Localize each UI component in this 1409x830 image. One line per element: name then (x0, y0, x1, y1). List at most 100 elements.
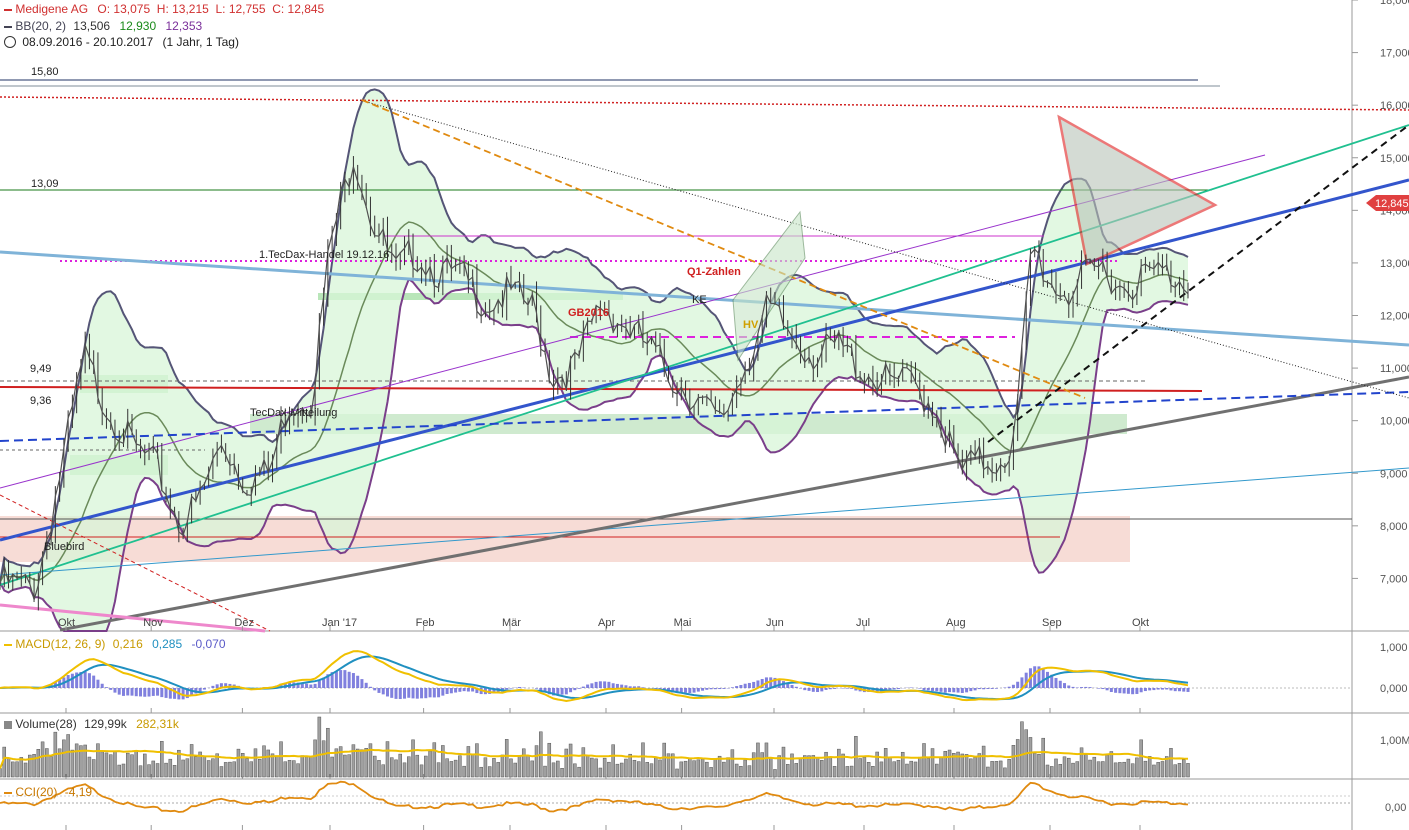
volume-bar (1113, 762, 1118, 778)
volume-bar (1049, 766, 1054, 778)
volume-bar (74, 743, 79, 778)
macd-histogram-bar (454, 688, 458, 693)
macd-histogram-bar (918, 688, 922, 689)
volume-bar (177, 749, 181, 778)
volume-bar (577, 766, 581, 778)
volume-bar (956, 751, 960, 778)
volume-bar (730, 749, 735, 778)
volume-bar (1160, 761, 1165, 778)
volume-bar (1126, 758, 1131, 778)
volume-bar (624, 758, 628, 778)
macd-histogram-bar (760, 678, 764, 688)
volume-bar (108, 754, 113, 778)
macd-histogram-bar (441, 688, 445, 696)
volume-bar (628, 753, 632, 778)
volume-bar (275, 756, 279, 778)
volume-bar (803, 755, 807, 778)
volume-bar (662, 742, 667, 778)
macd-histogram-bar (586, 684, 590, 688)
date-range[interactable]: 08.09.2016 - 20.10.2017 (22, 35, 154, 49)
macd-histogram-bar (437, 688, 441, 698)
volume-label[interactable]: Volume(28) (15, 717, 77, 731)
level-label-949: 9,49 (30, 363, 51, 375)
volume-tick: 1,00M (1380, 735, 1409, 747)
price-tick-label: 12,000 (1380, 311, 1409, 323)
cci-label[interactable]: CCI(20) (15, 785, 58, 799)
volume-bar (270, 753, 275, 778)
macd-histogram-bar (415, 688, 419, 699)
macd-histogram-bar (394, 688, 398, 699)
volume-bar (756, 742, 760, 778)
volume-bar (1152, 764, 1156, 778)
macd-histogram-bar (701, 688, 705, 691)
volume-bar (530, 760, 535, 778)
macd-histogram-bar (1024, 672, 1028, 688)
macd-histogram-bar (347, 671, 351, 688)
bb-label[interactable]: BB(20, 2) (15, 19, 67, 33)
macd-histogram-bar (990, 688, 994, 689)
volume-bar (773, 769, 777, 778)
volume-bar (436, 762, 441, 778)
macd-histogram-bar (1003, 687, 1007, 688)
volume-bar (845, 766, 850, 778)
volume-bar (658, 759, 662, 778)
trendline-blue (0, 178, 1409, 542)
macd-histogram-bar (688, 688, 692, 694)
volume-bar (866, 762, 871, 778)
macd-histogram-bar (100, 683, 104, 688)
macd-histogram-bar (769, 677, 773, 688)
volume-bar (504, 739, 509, 778)
macd-histogram-bar (79, 671, 83, 688)
macd-histogram-bar (445, 688, 449, 694)
volume-bar (636, 761, 641, 778)
volume-bar (155, 763, 160, 778)
volume-bar (462, 765, 466, 778)
macd-histogram-bar (824, 688, 828, 690)
volume-bar (202, 755, 207, 778)
annotation-tecdax-handel: 1.TecDax-Handel 19.12.16 (259, 249, 389, 261)
volume-bar (1079, 747, 1084, 778)
macd-histogram-bar (1156, 688, 1160, 690)
instrument-name[interactable]: Medigene AG (15, 2, 89, 16)
macd-histogram-bar (471, 688, 475, 692)
volume-bar (832, 766, 837, 778)
volume-bar (883, 748, 888, 778)
macd-histogram-bar (1105, 688, 1109, 691)
macd-histogram-bar (884, 688, 888, 691)
trendline-thin-blue (0, 467, 1409, 576)
volume-bar (1045, 764, 1050, 778)
volume-bar (977, 753, 982, 778)
volume-bar (590, 757, 594, 778)
macd-histogram-bar (692, 688, 696, 693)
bb-middle-value: 12,930 (119, 19, 157, 33)
macd-histogram-bar (219, 683, 223, 688)
volume-bar (223, 762, 228, 778)
volume-bar (1177, 763, 1182, 778)
macd-histogram-bar (1152, 688, 1156, 691)
macd-histogram-bar (552, 688, 556, 696)
macd-histogram-bar (641, 687, 645, 688)
macd-histogram-bar (820, 688, 824, 692)
macd-histogram-bar (615, 683, 619, 688)
volume-bar (824, 751, 828, 778)
macd-histogram-bar (1007, 686, 1011, 688)
macd-histogram-bar (594, 681, 598, 688)
macd-histogram-bar (126, 688, 130, 696)
volume-bar (172, 765, 177, 778)
macd-histogram-bar (173, 688, 177, 699)
volume-bar (296, 763, 300, 778)
volume-bar (66, 734, 70, 778)
macd-histogram-bar (948, 688, 952, 693)
volume-bar (688, 758, 692, 778)
volume-bar (185, 758, 190, 778)
volume-bar (228, 761, 232, 778)
macd-histogram-bar (330, 672, 334, 688)
macd-histogram-bar (368, 686, 372, 688)
volume-bar (794, 763, 799, 778)
macd-label[interactable]: MACD(12, 26, 9) (15, 637, 106, 651)
volume-bar (385, 741, 390, 778)
volume-bar (879, 761, 884, 778)
volume-bar (811, 755, 816, 778)
volume-bar (790, 753, 794, 778)
